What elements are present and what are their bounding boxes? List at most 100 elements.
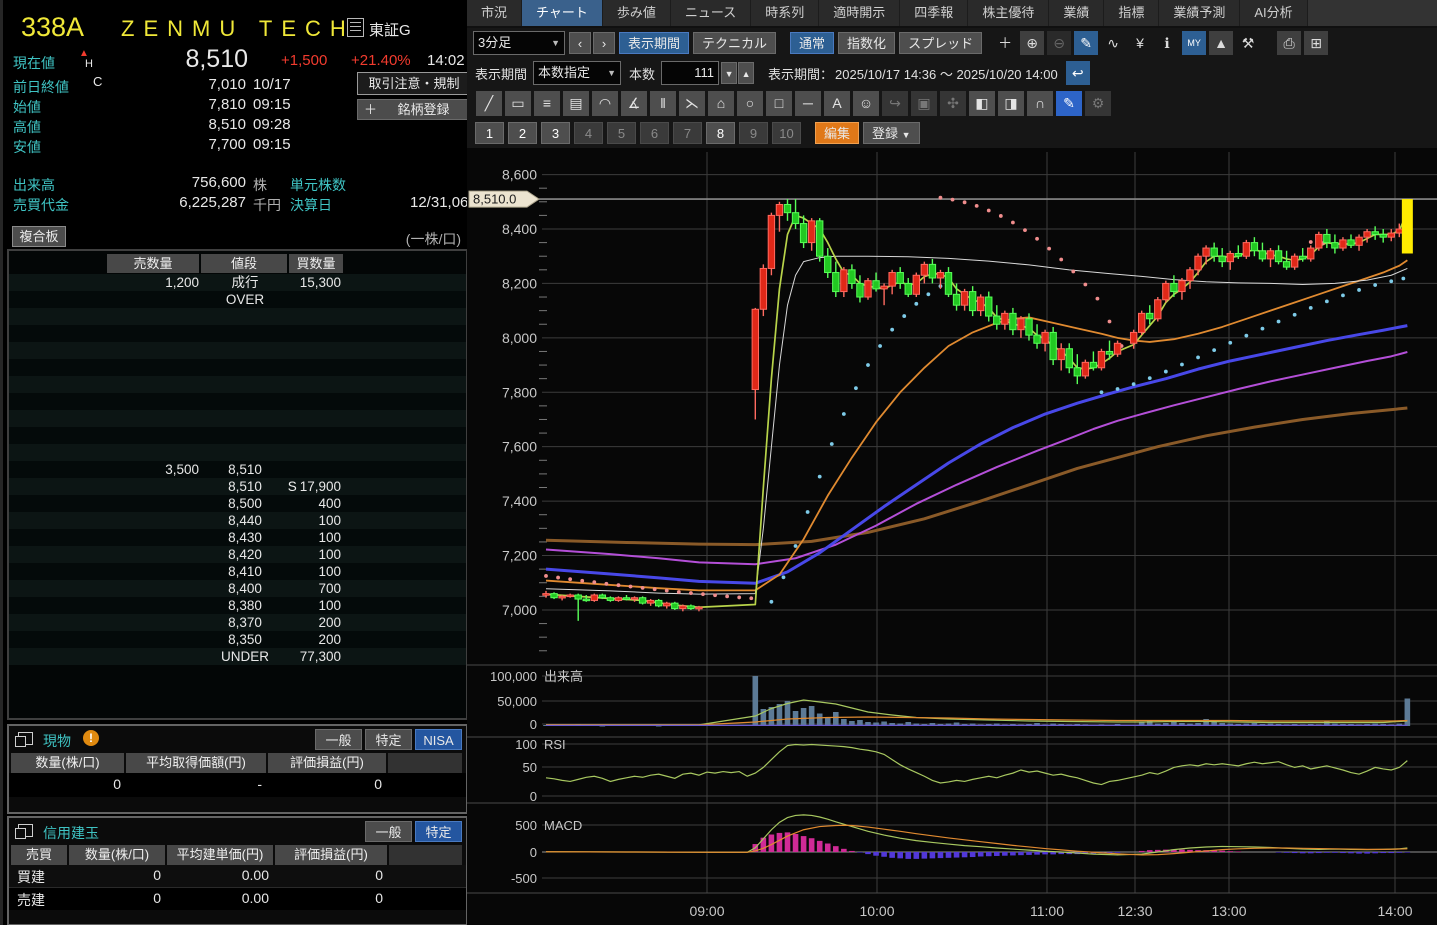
multi-lines-icon[interactable]: ▤ (563, 91, 589, 116)
crosshair-icon[interactable]: ＋ (993, 31, 1017, 55)
tab-timeseries[interactable]: 時系列 (751, 0, 819, 26)
pentagon-icon[interactable]: ⌂ (708, 91, 734, 116)
spin-down-button[interactable]: ▼ (721, 62, 737, 84)
order-book-row[interactable] (9, 308, 466, 325)
eraser-all-icon[interactable]: ◨ (998, 91, 1024, 116)
order-book-row[interactable]: 8,400700 (9, 580, 466, 597)
rectangle-icon[interactable]: □ (766, 91, 792, 116)
order-book-row[interactable]: 8,380100 (9, 597, 466, 614)
order-book-row[interactable]: 8,510S17,900 (9, 478, 466, 495)
order-book-row[interactable]: 8,370200 (9, 614, 466, 631)
register-symbol-button[interactable]: ＋銘柄登録 (357, 99, 467, 120)
preset-2-button[interactable]: 2 (508, 122, 537, 144)
magnet-icon[interactable]: ∩ (1027, 91, 1053, 116)
popout-icon[interactable] (18, 824, 33, 837)
pencil-icon[interactable]: ✎ (1074, 31, 1098, 55)
display-period-button[interactable]: 表示期間 (619, 32, 689, 54)
order-book-row[interactable]: 3,5008,510 (9, 461, 466, 478)
parallel-lines-icon[interactable]: ≡ (534, 91, 560, 116)
tab-margin-tokutei[interactable]: 特定 (415, 821, 462, 842)
zoom-out-icon[interactable]: ⊖ (1047, 31, 1071, 55)
order-book-row[interactable] (9, 359, 466, 376)
technical-button[interactable]: テクニカル (693, 32, 776, 54)
copy-icon[interactable]: ▣ (911, 91, 937, 116)
tab-ticks[interactable]: 歩み値 (603, 0, 671, 26)
my-chart-icon[interactable]: MY (1182, 31, 1206, 55)
fibonacci-arc-icon[interactable]: ◠ (592, 91, 618, 116)
tab-results[interactable]: 業績 (1049, 0, 1104, 26)
order-book-row[interactable] (9, 427, 466, 444)
order-book-row[interactable] (9, 325, 466, 342)
count-mode-select[interactable]: 本数指定▼ (533, 61, 621, 85)
order-book-row[interactable]: 8,430100 (9, 529, 466, 546)
export-window-icon[interactable]: ⊞ (1304, 31, 1328, 55)
next-button[interactable]: › (593, 32, 615, 54)
ruler-icon[interactable]: ▭ (505, 91, 531, 116)
lock-edit-icon[interactable]: ✎ (1056, 91, 1082, 116)
trading-caution-button[interactable]: 取引注意・規制 (357, 72, 467, 95)
order-book-row[interactable]: 8,410100 (9, 563, 466, 580)
ellipse-icon[interactable]: ○ (737, 91, 763, 116)
preset-9-button[interactable]: 9 (739, 122, 768, 144)
wrench-icon[interactable]: ⚒ (1236, 31, 1260, 55)
ray-lines-icon[interactable]: ⋋ (679, 91, 705, 116)
popout-icon[interactable] (18, 732, 33, 745)
interval-select[interactable]: 3分足▼ (473, 31, 565, 55)
preset-1-button[interactable]: 1 (475, 122, 504, 144)
order-book-row[interactable] (9, 444, 466, 461)
tab-benefit[interactable]: 株主優待 (968, 0, 1049, 26)
mountain-chart-icon[interactable]: ▲ (1209, 31, 1233, 55)
preset-8-button[interactable]: 8 (706, 122, 735, 144)
composite-board-button[interactable]: 複合板 (12, 226, 66, 247)
spin-up-button[interactable]: ▲ (738, 62, 754, 84)
preset-4-button[interactable]: 4 (574, 122, 603, 144)
freehand-icon[interactable]: ∿ (1101, 31, 1125, 55)
preset-6-button[interactable]: 6 (640, 122, 669, 144)
tab-indicators[interactable]: 指標 (1104, 0, 1159, 26)
tab-ai[interactable]: AI分析 (1240, 0, 1307, 26)
order-book-row[interactable]: 8,440100 (9, 512, 466, 529)
normal-mode-button[interactable]: 通常 (790, 32, 834, 54)
spread-mode-button[interactable]: スプレッド (899, 32, 982, 54)
eraser-icon[interactable]: ◧ (969, 91, 995, 116)
info-icon[interactable]: ℹ (1155, 31, 1179, 55)
tab-cash-tokutei[interactable]: 特定 (365, 729, 412, 750)
tab-cash-nisa[interactable]: NISA (415, 729, 462, 750)
preset-7-button[interactable]: 7 (673, 122, 702, 144)
prev-button[interactable]: ‹ (569, 32, 591, 54)
order-book-row[interactable]: 8,350200 (9, 631, 466, 648)
vertical-lines-icon[interactable]: ‖ (650, 91, 676, 116)
history-icon[interactable]: ↪ (882, 91, 908, 116)
indexed-mode-button[interactable]: 指数化 (838, 32, 895, 54)
preset-10-button[interactable]: 10 (772, 122, 801, 144)
tab-forecast[interactable]: 業績予測 (1159, 0, 1240, 26)
order-book-row[interactable]: 1,200成行15,300 (9, 274, 466, 291)
order-book-row[interactable] (9, 393, 466, 410)
order-book-row[interactable]: 8,500400 (9, 495, 466, 512)
reset-range-button[interactable]: ↩ (1066, 61, 1090, 85)
tab-disclosure[interactable]: 適時開示 (819, 0, 900, 26)
tab-shikiho[interactable]: 四季報 (900, 0, 968, 26)
order-book-row[interactable] (9, 342, 466, 359)
preset-5-button[interactable]: 5 (607, 122, 636, 144)
order-book-row[interactable] (9, 410, 466, 427)
tab-cash-ippan[interactable]: 一般 (315, 729, 362, 750)
edit-button[interactable]: 編集 (815, 122, 859, 144)
order-book-row[interactable]: UNDER77,300 (9, 648, 466, 665)
order-book-row[interactable]: 8,420100 (9, 546, 466, 563)
tab-market[interactable]: 市況 (467, 0, 522, 26)
zoom-in-icon[interactable]: ⊕ (1020, 31, 1044, 55)
order-book-row[interactable]: OVER (9, 291, 466, 308)
printer-icon[interactable]: ⎙ (1277, 31, 1301, 55)
preset-3-button[interactable]: 3 (541, 122, 570, 144)
hand-icon[interactable]: ✣ (940, 91, 966, 116)
horizontal-line-icon[interactable]: ─ (795, 91, 821, 116)
register-preset-button[interactable]: 登録 ▼ (863, 122, 920, 144)
count-input[interactable]: 111 (661, 61, 719, 85)
tab-chart[interactable]: チャート (522, 0, 603, 26)
icon-stamp-icon[interactable]: ☺ (853, 91, 879, 116)
text-icon[interactable]: A (824, 91, 850, 116)
tab-margin-ippan[interactable]: 一般 (365, 821, 412, 842)
trendline-icon[interactable]: ╱ (476, 91, 502, 116)
yen-icon[interactable]: ¥ (1128, 31, 1152, 55)
